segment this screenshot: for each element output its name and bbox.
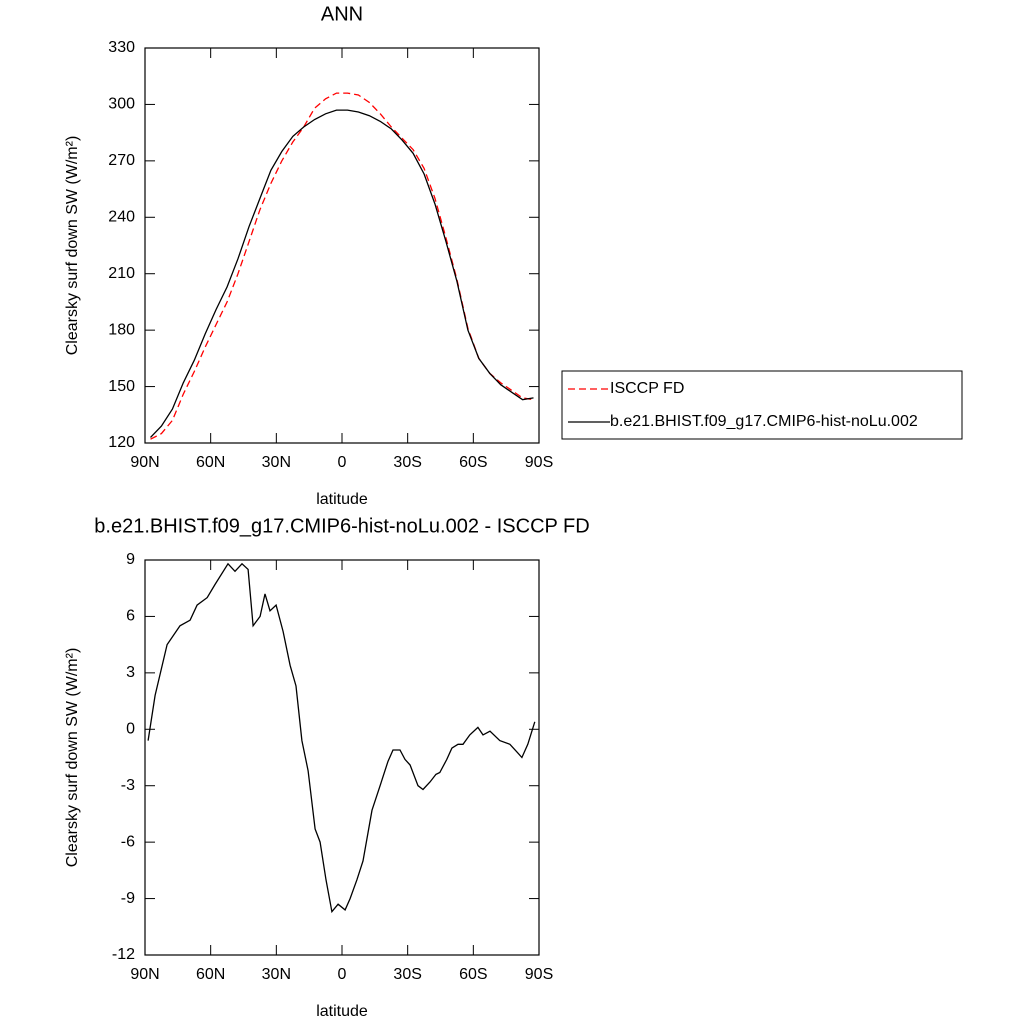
x-tick-label: 30N — [262, 454, 291, 471]
x-tick-label: 90N — [130, 966, 159, 983]
data-line — [147, 562, 536, 914]
x-tick-label: 60N — [196, 966, 225, 983]
y-tick-label: -9 — [121, 890, 135, 907]
y-tick-label: 9 — [126, 551, 135, 568]
y-tick-label: -12 — [112, 946, 135, 963]
legend-label: b.e21.BHIST.f09_g17.CMIP6-hist-noLu.002 — [610, 413, 918, 430]
data-line — [150, 109, 534, 438]
plot-frame — [144, 559, 540, 956]
y-tick-label: -6 — [121, 833, 135, 850]
x-tick-label: 90S — [525, 454, 553, 471]
y-tick-label: 150 — [108, 378, 135, 395]
x-tick-label: 30S — [393, 966, 421, 983]
legend-label: ISCCP FD — [610, 380, 684, 397]
x-axis-label: latitude — [316, 1003, 368, 1020]
y-axis-label: Clearsky surf down SW (W/m²) — [64, 648, 81, 868]
x-tick-label: 90N — [130, 454, 159, 471]
y-tick-label: -3 — [121, 777, 135, 794]
y-tick-label: 240 — [108, 209, 135, 226]
x-tick-label: 60S — [459, 454, 487, 471]
x-tick-label: 90S — [525, 966, 553, 983]
x-tick-label: 0 — [338, 454, 347, 471]
x-tick-label: 60N — [196, 454, 225, 471]
y-tick-label: 210 — [108, 265, 135, 282]
y-tick-label: 270 — [108, 152, 135, 169]
x-tick-label: 30S — [393, 454, 421, 471]
x-tick-label: 30N — [262, 966, 291, 983]
y-tick-label: 300 — [108, 96, 135, 113]
plot-frame — [144, 47, 540, 444]
legend-box — [561, 370, 963, 440]
y-tick-label: 6 — [126, 608, 135, 625]
x-tick-label: 60S — [459, 966, 487, 983]
x-tick-label: 0 — [338, 966, 347, 983]
y-tick-label: 3 — [126, 664, 135, 681]
x-axis-label: latitude — [316, 491, 368, 508]
y-axis-label: Clearsky surf down SW (W/m²) — [64, 136, 81, 356]
y-tick-label: 0 — [126, 721, 135, 738]
y-tick-label: 330 — [108, 39, 135, 56]
chart-title: ANN — [321, 3, 363, 25]
data-line — [150, 92, 534, 440]
y-tick-label: 180 — [108, 321, 135, 338]
y-tick-label: 120 — [108, 434, 135, 451]
chart-title: b.e21.BHIST.f09_g17.CMIP6-hist-noLu.002 … — [94, 515, 589, 537]
